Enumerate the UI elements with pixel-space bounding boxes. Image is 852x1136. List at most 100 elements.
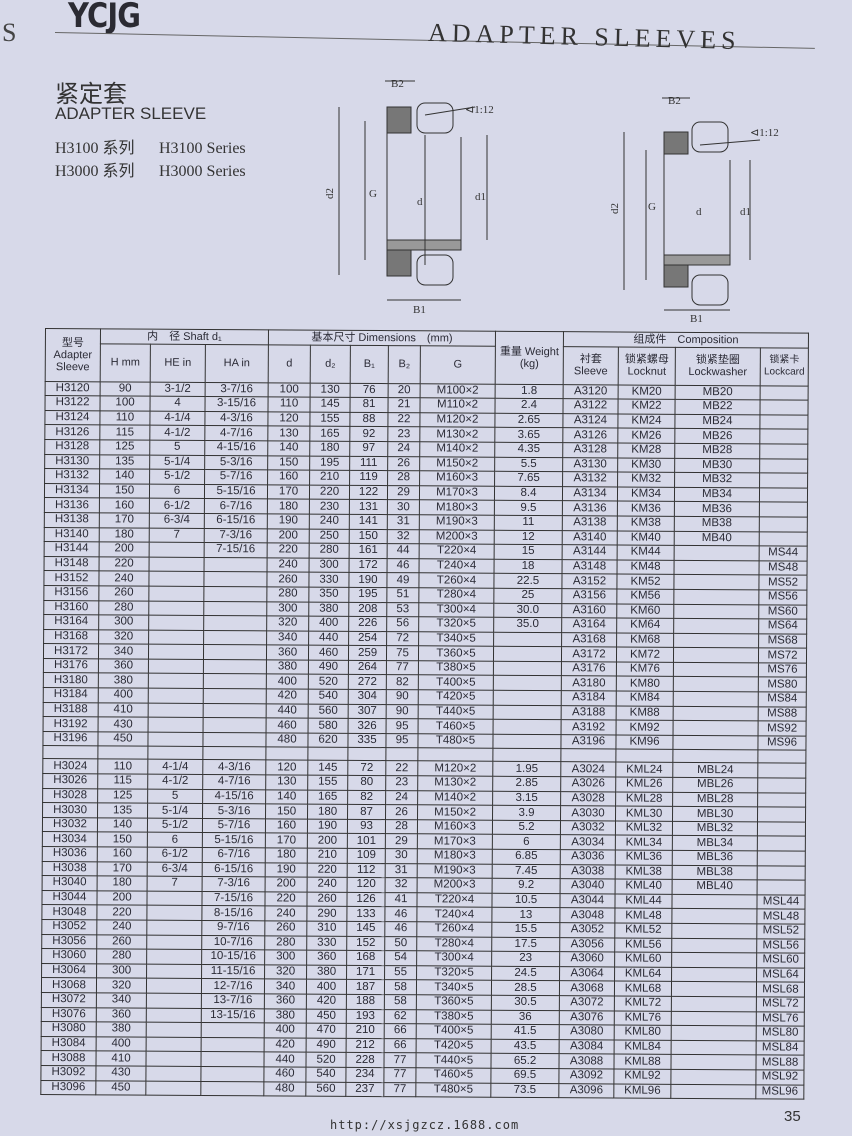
header-dimensions: 基本尺寸 Dimensions (mm): [268, 329, 496, 346]
cell-sleeve: A3084: [559, 1039, 615, 1055]
cell-d2: 460: [308, 645, 349, 661]
cell-sleeve: A3080: [559, 1024, 615, 1040]
cell-ha: 7-15/16: [201, 891, 266, 907]
cell-b2: 23: [387, 426, 420, 442]
cell-lockwasher: MB24: [674, 414, 761, 430]
cell-lockcard: [757, 763, 806, 779]
cell-lockwasher: [673, 706, 759, 722]
cell-model: H3148: [44, 556, 100, 572]
cell-h: 160: [99, 498, 150, 514]
cell-d2: 350: [308, 587, 349, 602]
cell-weight: 1.95: [492, 761, 561, 777]
cell-b2: 24: [385, 790, 418, 806]
cell-ha: 13-7/16: [201, 993, 265, 1009]
cell-h: 300: [96, 963, 147, 979]
cell-model: H3134: [44, 483, 100, 499]
label-b1: B1: [690, 313, 703, 325]
cell-d: 110: [268, 397, 311, 412]
label-b2: B2: [668, 95, 681, 107]
cell-d2: 230: [309, 499, 350, 515]
cell-locknut: KML30: [615, 806, 673, 822]
cell-he: [146, 890, 203, 906]
cell-b1: 208: [348, 601, 387, 617]
label-b2: B2: [391, 78, 404, 90]
cell-weight: 23: [491, 951, 560, 967]
cell-d: 300: [264, 950, 307, 965]
cell-locknut: KML24: [615, 762, 673, 778]
cell-b2: 90: [386, 689, 419, 705]
cell-lockwasher: MB26: [674, 428, 760, 444]
series-cn: H3000 系列: [55, 163, 135, 180]
header-h: H mm: [100, 343, 151, 382]
footer-url: http://xsjgzcz.1688.com: [330, 1118, 520, 1132]
header-lockcard: 锁紧卡 Lockcard: [760, 347, 809, 386]
cell-weight: 5.2: [492, 820, 561, 836]
cell-b2: 77: [383, 1082, 416, 1097]
header-sleeve: 衬套 Sleeve: [563, 346, 619, 385]
cell-weight: 13: [491, 907, 560, 923]
cell-model: H3034: [42, 831, 98, 847]
cell-d: 320: [264, 964, 307, 980]
cell-d: 480: [265, 732, 309, 748]
cell-d: 100: [268, 382, 311, 398]
empty-cell: [147, 746, 203, 760]
cell-lockwasher: [672, 735, 759, 751]
cell-lockwasher: [671, 894, 758, 910]
cell-b1: 109: [347, 848, 386, 864]
cell-sleeve: A3128: [562, 442, 618, 458]
cell-d2: 290: [306, 906, 348, 922]
cell-he: [146, 1007, 202, 1023]
cell-ha: 4-15/16: [202, 789, 266, 805]
cell-sleeve: A3076: [559, 1010, 615, 1026]
cell-sleeve: A3060: [559, 951, 615, 967]
cell-locknut: KM32: [617, 472, 675, 488]
cell-d: 480: [263, 1081, 306, 1097]
cell-g: M200×3: [419, 529, 495, 545]
cell-b2: 46: [384, 906, 418, 922]
cell-b2: 90: [386, 704, 419, 720]
cell-d: 260: [264, 920, 307, 936]
cell-he: 6-3/4: [147, 861, 203, 877]
cell-sleeve: A3164: [561, 617, 617, 633]
cell-sleeve: A3072: [559, 995, 615, 1011]
cell-b1: 80: [347, 775, 386, 791]
cell-lockcard: [759, 516, 808, 532]
cell-model: H3188: [43, 702, 99, 718]
cell-d: 460: [266, 718, 309, 733]
cell-g: T300×4: [416, 950, 492, 966]
cell-g: M140×2: [419, 441, 495, 457]
cell-sleeve: A3172: [561, 646, 617, 662]
cell-lockwasher: [673, 574, 760, 590]
cell-model: H3088: [40, 1050, 97, 1066]
cell-lockcard: [757, 821, 806, 837]
cell-model: H3060: [41, 948, 97, 964]
cell-he: 4-1/2: [149, 425, 205, 441]
table-body: H3120 90 3-1/2 3-7/16 100 130 76 20 M100×2 1.8 A31…: [40, 381, 809, 1100]
cell-d2: 155: [307, 775, 348, 790]
cell-lockcard: MS88: [758, 706, 807, 722]
page-title: ADAPTER SLEEVES: [427, 17, 741, 56]
cell-b2: 51: [386, 587, 419, 603]
cell-sleeve: A3038: [560, 864, 616, 880]
cell-model: H3036: [42, 846, 98, 862]
cell-lockcard: MSL80: [756, 1025, 805, 1041]
cell-d: 220: [267, 542, 310, 558]
cell-lockcard: MSL64: [756, 967, 805, 983]
cell-locknut: KM68: [616, 632, 674, 648]
series-en: H3000 Series: [159, 163, 246, 180]
cell-ha: 7-3/16: [202, 876, 266, 892]
cell-lockcard: MSL44: [756, 894, 806, 910]
adapter-sleeve-diagram-locknut-washer: B2 d2 G d d1 B1 ⊲1:12: [325, 78, 494, 315]
cell-d2: 360: [306, 950, 347, 966]
cell-locknut: KML52: [614, 922, 672, 938]
cell-g: T400×5: [416, 1023, 492, 1039]
cell-b2: 77: [384, 1052, 417, 1068]
cell-b1: 111: [349, 455, 388, 471]
cell-b1: 193: [346, 1008, 385, 1024]
cell-b2: 41: [385, 892, 418, 908]
cell-ha: 5-7/16: [204, 469, 268, 485]
cell-ha: [203, 630, 267, 646]
cell-weight: 69.5: [490, 1068, 560, 1084]
cell-model: H3124: [44, 410, 100, 426]
cell-h: 400: [96, 1036, 147, 1052]
